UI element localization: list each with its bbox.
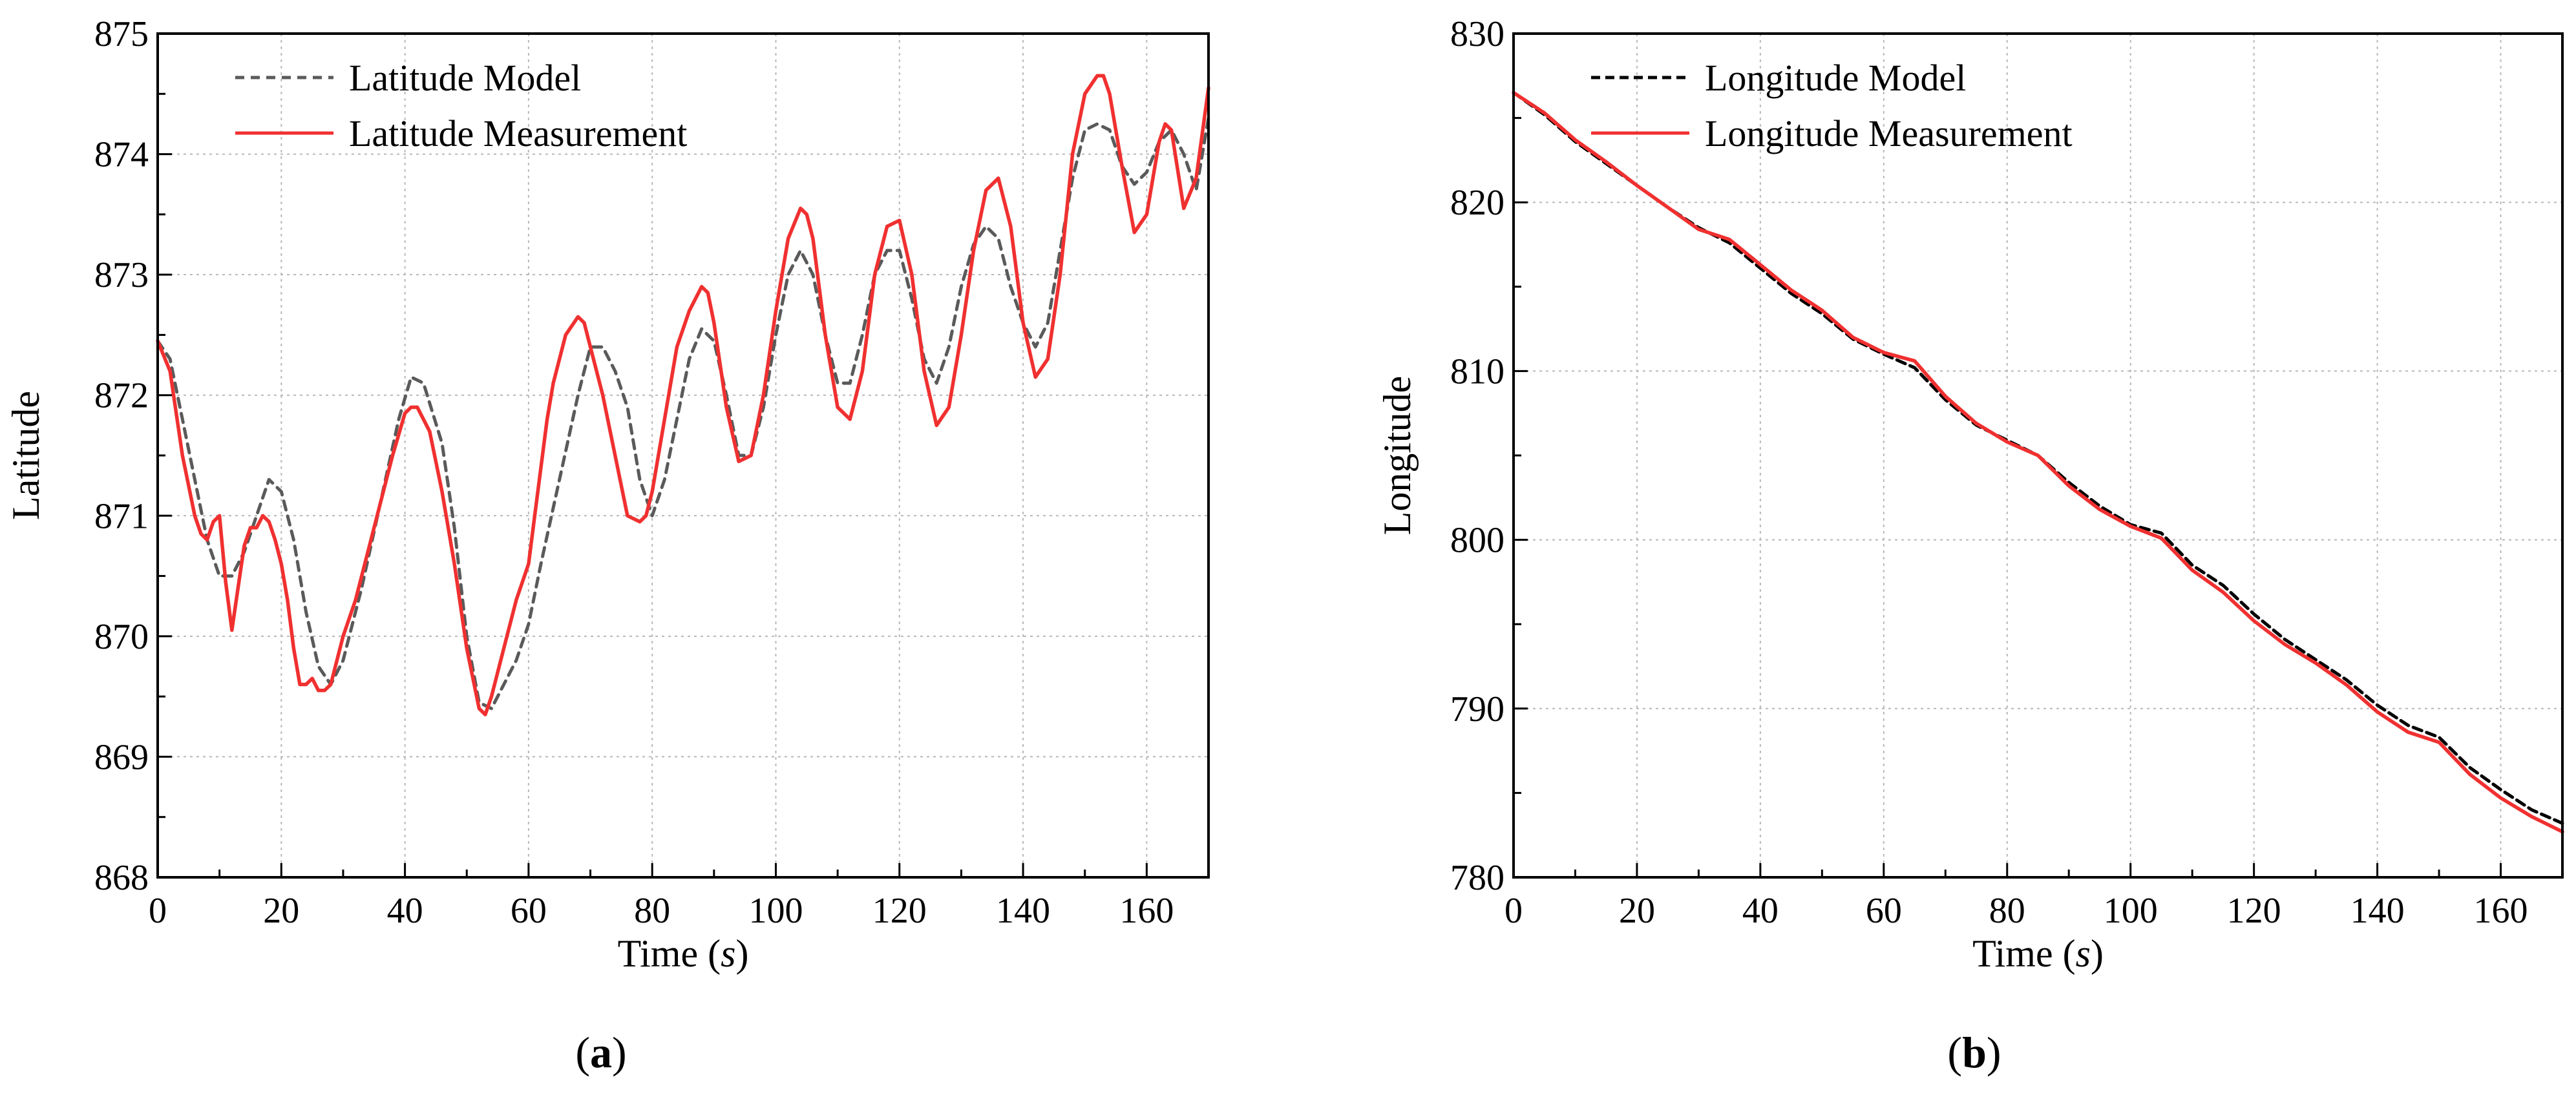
x-tick-label: 120 (2227, 891, 2281, 931)
panel-label-close: ) (612, 1028, 627, 1077)
series-line-measurement (156, 74, 1210, 716)
x-axis-title: Time (s) (618, 932, 749, 975)
y-tick-label: 874 (94, 135, 149, 175)
x-tick-label: 0 (149, 891, 167, 931)
legend-label-measurement: Longitude Measurement (1705, 112, 2073, 154)
x-tick-label: 60 (511, 891, 547, 931)
plot-frame (156, 32, 1210, 879)
y-tick-label: 873 (94, 255, 149, 295)
x-axis-title-paren: ( (698, 932, 721, 975)
x-tick-label: 40 (387, 891, 423, 931)
x-tick-label: 40 (1742, 891, 1779, 931)
x-axis-title-paren-close: ) (735, 932, 748, 975)
y-tick-label: 820 (1450, 183, 1504, 223)
x-axis-title-unit: s (721, 932, 735, 975)
y-tick-label: 830 (1450, 14, 1504, 54)
x-axis-title-paren: ( (2053, 932, 2076, 975)
panel-label-close: ) (1987, 1028, 2001, 1077)
legend-label-model: Latitude Model (349, 57, 581, 99)
x-tick-label: 0 (1504, 891, 1523, 931)
x-tick-label: 140 (2350, 891, 2405, 931)
y-tick-label: 810 (1450, 351, 1504, 391)
y-tick-label: 869 (94, 737, 149, 777)
panel-label-letter: b (1962, 1028, 1987, 1077)
x-tick-label: 100 (2104, 891, 2158, 931)
panel-label-open: ( (1947, 1028, 1962, 1077)
x-axis-title-main: Time (618, 932, 699, 975)
x-tick-label: 120 (872, 891, 927, 931)
y-tick-label: 872 (94, 376, 149, 416)
x-tick-label: 160 (1119, 891, 1174, 931)
panel-label-open: ( (575, 1028, 590, 1077)
y-axis-title: Latitude (5, 391, 47, 520)
x-tick-label: 140 (996, 891, 1050, 931)
x-tick-label: 20 (1619, 891, 1655, 931)
x-axis-title-main: Time (1972, 932, 2053, 975)
x-axis-title: Time (s) (1972, 932, 2104, 975)
panel-a-latitude-chart: 0 20 40 60 80 100 120 140 160 868 869 870 871 872 873 8… (5, 14, 1210, 1077)
x-axis-title-unit: s (2076, 932, 2091, 975)
y-tick-label: 875 (94, 14, 149, 54)
series-line-model (156, 116, 1210, 711)
y-tick-label: 800 (1450, 521, 1504, 561)
series-line-measurement (1512, 90, 2564, 834)
y-tick-label: 870 (94, 617, 149, 657)
y-tick-label: 868 (94, 858, 149, 898)
x-tick-label: 100 (748, 891, 803, 931)
panel-label-letter: a (590, 1028, 612, 1077)
panel-label: (a) (575, 1028, 626, 1077)
panel-label: (b) (1947, 1028, 2001, 1077)
y-axis-title: Longitude (1376, 376, 1419, 536)
y-tick-label: 790 (1450, 689, 1504, 729)
legend-label-measurement: Latitude Measurement (349, 112, 687, 154)
x-tick-label: 60 (1866, 891, 1902, 931)
x-tick-label: 160 (2474, 891, 2528, 931)
x-tick-label: 80 (1989, 891, 2025, 931)
y-tick-label: 780 (1450, 858, 1504, 898)
y-tick-label: 871 (94, 496, 149, 536)
legend-label-model: Longitude Model (1705, 57, 1966, 99)
panel-b-longitude-chart: 0 20 40 60 80 100 120 140 160 780 790 800 810 820 830 T… (1376, 14, 2564, 1077)
x-tick-label: 80 (634, 891, 670, 931)
x-tick-label: 20 (263, 891, 299, 931)
x-axis-title-paren-close: ) (2091, 932, 2104, 975)
